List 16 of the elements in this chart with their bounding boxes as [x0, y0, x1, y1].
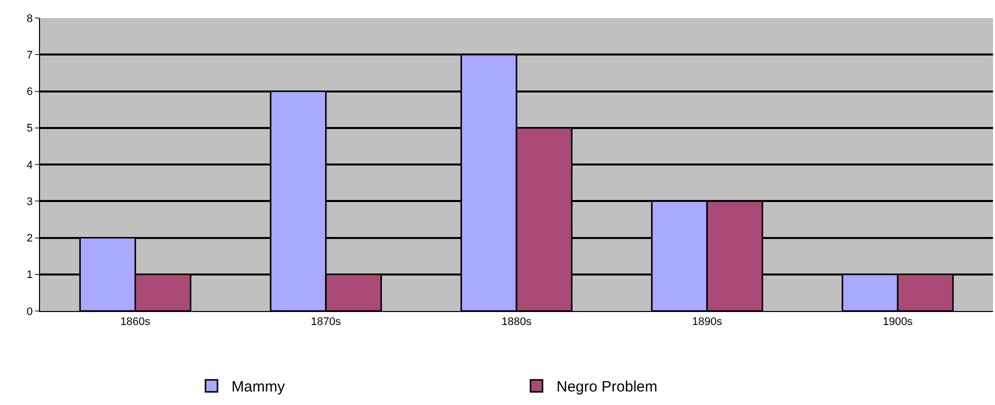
x-tick-label: 1860s — [120, 316, 151, 328]
y-tick-label: 4 — [26, 159, 33, 172]
y-tick-label: 7 — [26, 49, 33, 62]
x-tick-label: 1900s — [882, 316, 914, 328]
y-tick-label: 8 — [26, 12, 33, 25]
x-tick-label: 1870s — [310, 316, 342, 328]
y-tick-label: 2 — [26, 232, 33, 245]
x-tick-label: 1890s — [692, 316, 723, 328]
y-tick-label: 6 — [26, 86, 33, 98]
y-tick-label: 1 — [26, 269, 33, 282]
x-tick-label: 1880s — [502, 316, 532, 328]
y-tick-label: 0 — [26, 306, 33, 318]
y-tick-label: 3 — [26, 196, 33, 208]
legend-label: Mammy — [232, 378, 286, 396]
y-tick-label: 5 — [26, 122, 33, 135]
legend-label: Negro Problem — [556, 378, 658, 396]
